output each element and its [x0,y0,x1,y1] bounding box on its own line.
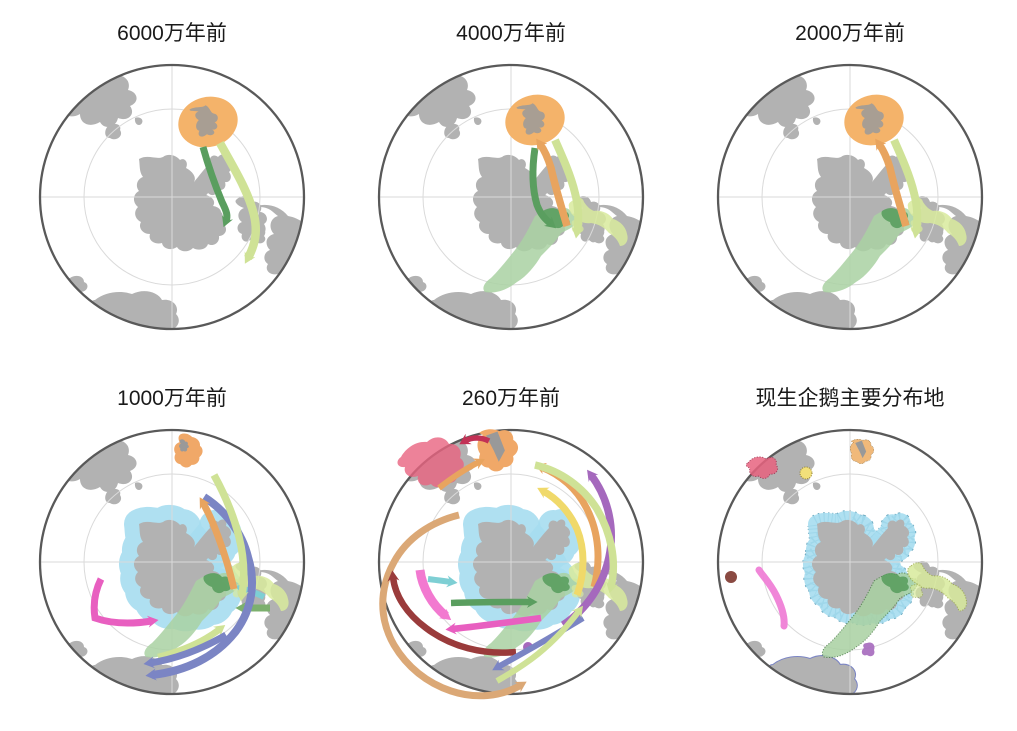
svg-text:1000万年前: 1000万年前 [117,387,227,410]
svg-text:现生企鹅主要分布地: 现生企鹅主要分布地 [756,387,945,410]
svg-text:260万年前: 260万年前 [462,387,560,410]
svg-text:6000万年前: 6000万年前 [117,22,227,45]
svg-text:2000万年前: 2000万年前 [795,22,905,45]
svg-text:4000万年前: 4000万年前 [456,22,566,45]
